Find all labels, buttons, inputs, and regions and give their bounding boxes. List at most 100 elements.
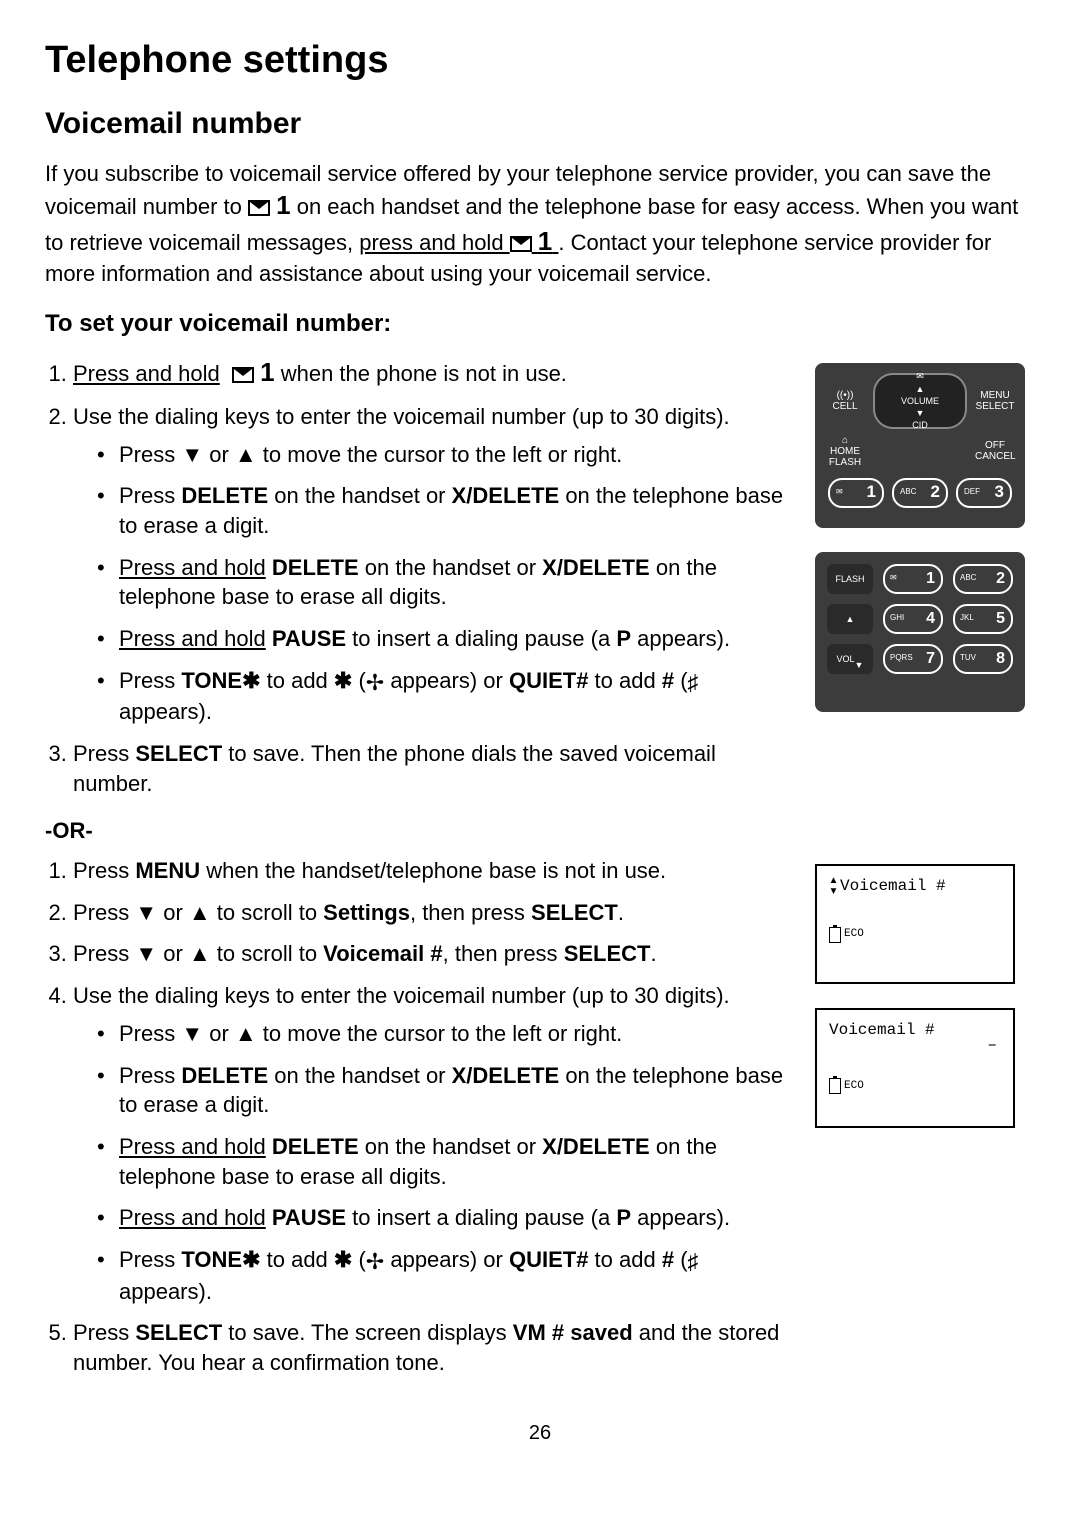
t: appears) or (384, 1247, 509, 1272)
t: Press (119, 483, 181, 508)
base-illustration: FLASH ✉1 ABC2 ▲ GHI4 JKL5 VOL▼ PQRS7 TUV… (815, 552, 1025, 712)
t: Press and hold (119, 555, 266, 580)
t: appears) or (384, 668, 509, 693)
key-1: 1 (538, 226, 552, 256)
t: SELECT (135, 741, 222, 766)
t: Press and hold (119, 626, 266, 651)
step: Press ▼ or ▲ to scroll to Voicemail #, t… (73, 939, 795, 969)
t: X/DELETE (542, 1134, 650, 1159)
page-number: 26 (45, 1420, 1035, 1447)
t: , then press (443, 941, 564, 966)
t: QUIET# (509, 1247, 588, 1272)
lcd-screen-2: Voicemail # – ECO (815, 1008, 1015, 1128)
page-title: Telephone settings (45, 35, 1035, 86)
t: Voicemail # (323, 941, 442, 966)
t: to add (261, 1247, 334, 1272)
text: Press and hold (73, 361, 220, 386)
vol-label: VOL▼ (827, 644, 873, 674)
t: to insert a dialing pause (a (346, 1205, 616, 1230)
t: Press and hold (119, 1205, 266, 1230)
t: to insert a dialing pause (a (346, 626, 616, 651)
bullet: Press DELETE on the handset or X/DELETE … (119, 481, 795, 540)
bullet: Press and hold DELETE on the handset or … (119, 1132, 795, 1191)
t: # (662, 1247, 674, 1272)
vol-up: ▲ (827, 604, 873, 634)
lcd-title: Voicemail # (829, 1020, 935, 1042)
home-label: ⌂HOMEFLASH (825, 435, 865, 468)
t: appears). (631, 626, 730, 651)
key-8: TUV8 (953, 644, 1013, 674)
bullet: Press and hold DELETE on the handset or … (119, 553, 795, 612)
t: PAUSE (266, 1205, 346, 1230)
step-2: Use the dialing keys to enter the voicem… (73, 402, 795, 727)
key-1: ✉1 (828, 478, 884, 508)
t: Use the dialing keys to enter the voicem… (73, 983, 730, 1008)
bullet: Press DELETE on the handset or X/DELETE … (119, 1061, 795, 1120)
menu-label: MENUSELECT (975, 390, 1015, 412)
t: Press (73, 1320, 135, 1345)
t: ( (674, 668, 687, 693)
t: ✱ (334, 668, 352, 693)
t: X/DELETE (542, 555, 650, 580)
t: SELECT (564, 941, 651, 966)
key-2: ABC2 (892, 478, 948, 508)
envelope-icon (248, 200, 270, 216)
bullet: Press TONE✱ to add ✱ (✢ appears) or QUIE… (119, 666, 795, 727)
scroll-arrows-icon: ▴▾ (829, 876, 838, 897)
cursor: – (987, 1035, 997, 1057)
key-5: JKL5 (953, 604, 1013, 634)
t: DELETE (266, 555, 359, 580)
t: Press (73, 741, 135, 766)
bullet: Press and hold PAUSE to insert a dialing… (119, 624, 795, 654)
step-3: Press SELECT to save. Then the phone dia… (73, 739, 795, 798)
t: ✱ (334, 1247, 352, 1272)
t: TONE✱ (181, 668, 260, 693)
battery-icon (829, 1078, 841, 1094)
t: on the handset or (268, 483, 451, 508)
tone-glyph: ✢ (366, 668, 384, 698)
t: TONE✱ (181, 1247, 260, 1272)
t: Press (119, 1063, 181, 1088)
key-1: 1 (276, 190, 290, 220)
lcd-title: Voicemail # (840, 876, 946, 898)
t: on the handset or (268, 1063, 451, 1088)
t: P (616, 626, 631, 651)
intro-paragraph: If you subscribe to voicemail service of… (45, 159, 1035, 289)
battery-icon (829, 927, 841, 943)
t: SELECT (135, 1320, 222, 1345)
key-4: GHI4 (883, 604, 943, 634)
t: SELECT (531, 900, 618, 925)
t: VM # saved (513, 1320, 633, 1345)
key-1: 1 (260, 357, 274, 387)
handset-illustration: ((•))CELL ✉▲VOLUME▼CID MENUSELECT ⌂HOMEF… (815, 363, 1025, 528)
eco-indicator: ECO (829, 927, 1001, 943)
key-7: PQRS7 (883, 644, 943, 674)
t: appears). (119, 699, 212, 724)
steps-list-a: Press and hold 1 when the phone is not i… (45, 355, 795, 799)
t: ( (674, 1247, 687, 1272)
key-2: ABC2 (953, 564, 1013, 594)
t: PAUSE (266, 626, 346, 651)
eco-label: ECO (844, 1079, 864, 1094)
bullet: Press ▼ or ▲ to move the cursor to the l… (119, 1019, 795, 1049)
step: Press MENU when the handset/telephone ba… (73, 856, 795, 886)
t: appears). (631, 1205, 730, 1230)
t: to add (261, 668, 334, 693)
tone-glyph: ✢ (366, 1247, 384, 1277)
step: Press ▼ or ▲ to scroll to Settings, then… (73, 898, 795, 928)
t: # (662, 668, 674, 693)
step-1: Press and hold 1 when the phone is not i… (73, 355, 795, 390)
t: Press ▼ or ▲ to scroll to (73, 900, 323, 925)
t: . (618, 900, 624, 925)
t: Press and hold (119, 1134, 266, 1159)
t: Press (73, 858, 135, 883)
t: X/DELETE (452, 483, 560, 508)
t: when the handset/telephone base is not i… (200, 858, 666, 883)
lcd-screen-1: ▴▾ Voicemail # ECO (815, 864, 1015, 984)
t: Settings (323, 900, 410, 925)
section-title: Voicemail number (45, 104, 1035, 145)
eco-label: ECO (844, 927, 864, 942)
bullet: Press TONE✱ to add ✱ (✢ appears) or QUIE… (119, 1245, 795, 1306)
nav-pad: ✉▲VOLUME▼CID (873, 373, 967, 429)
step: Use the dialing keys to enter the voicem… (73, 981, 795, 1306)
